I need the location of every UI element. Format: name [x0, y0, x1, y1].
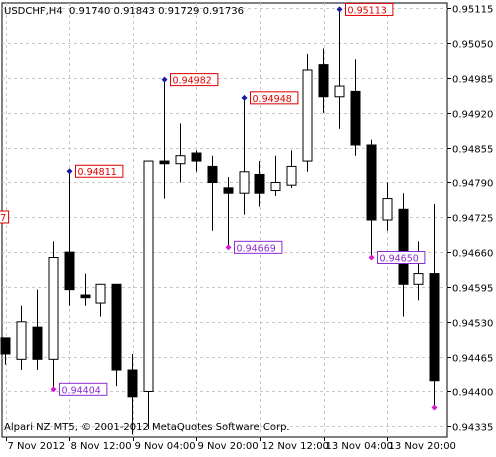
candle-body-bear: [350, 90, 361, 146]
high-marker: [336, 6, 343, 13]
candle-body-bear: [366, 144, 377, 221]
candle-body-bear: [127, 369, 138, 398]
high-marker: [66, 168, 73, 175]
candle-body-bull: [302, 69, 313, 162]
low-label: 0.94404: [62, 385, 101, 396]
low-marker: [431, 404, 438, 411]
high-label: 0.95113: [348, 5, 387, 16]
candle-body-bull: [239, 171, 250, 194]
high-label-box: [0, 210, 10, 224]
low-marker: [50, 386, 57, 393]
low-label-box: [234, 240, 283, 254]
candle-body-bear: [191, 152, 202, 162]
x-tick-label: 12 Nov 12:00: [262, 441, 329, 452]
x-tick-label: 7 Nov 2012: [8, 441, 66, 452]
candle-body-bull: [175, 155, 186, 165]
y-tick-label: 0.94465: [452, 354, 493, 365]
y-tick-label: 0.94725: [452, 214, 493, 225]
y-tick-label: 0.94855: [452, 145, 493, 156]
y-tick-label: 0.95115: [452, 5, 493, 16]
time-axis: 7 Nov 2012 8 Nov 12:00 9 Nov 04:00 9 Nov 20…: [6, 437, 456, 452]
high-label: 707: [0, 213, 6, 224]
candle-body-bear: [429, 273, 440, 382]
candle-body-bear: [254, 173, 265, 194]
high-label-box: [345, 2, 394, 16]
candle-body-bull: [270, 181, 281, 192]
candle-body-bull: [143, 160, 154, 392]
candle-body-bull: [334, 85, 345, 98]
watermark: Alpari NZ MT5, © 2001-2012 MetaQuotes So…: [4, 422, 290, 433]
x-tick-label: 13 Nov 20:00: [389, 441, 456, 452]
y-tick-label: 0.94335: [452, 423, 493, 434]
y-tick-label: 0.94595: [452, 284, 493, 295]
y-tick-label: 0.95050: [452, 40, 493, 51]
candle-body-bull: [95, 283, 106, 304]
x-tick-label: 13 Nov 04:00: [326, 441, 393, 452]
x-tick-label: 9 Nov 20:00: [198, 441, 259, 452]
low-label-box: [377, 251, 426, 265]
x-tick-label: 8 Nov 12:00: [71, 441, 132, 452]
high-label-box: [170, 73, 219, 87]
high-label: 0.94948: [253, 94, 292, 105]
high-marker: [161, 76, 168, 83]
low-marker: [368, 254, 375, 261]
candle-body-bear: [159, 160, 170, 165]
high-label-box: [75, 164, 124, 178]
high-label: 0.94811: [78, 167, 117, 178]
high-label: 0.94982: [173, 76, 212, 87]
low-label-box: [59, 382, 108, 396]
candle-body-bull: [16, 321, 27, 360]
low-marker: [225, 244, 232, 251]
candle-body-bull: [382, 198, 393, 221]
candles: [0, 9, 440, 435]
high-label-box: [250, 91, 299, 105]
candle-body-bull: [286, 165, 297, 186]
x-tick-label: 9 Nov 04:00: [135, 441, 196, 452]
price-axis: 0.95115 0.95050 0.94985 0.94920 0.94855 0.947…: [447, 5, 493, 434]
y-tick-label: 0.94660: [452, 249, 493, 260]
candle-body-bull: [48, 257, 59, 360]
y-tick-label: 0.94790: [452, 179, 493, 190]
candle-body-bear: [207, 165, 218, 183]
y-tick-label: 0.94400: [452, 388, 493, 399]
header-ohlc: 0.91740 0.91843 0.91729 0.91736: [69, 6, 244, 17]
candle-body-bear: [80, 294, 91, 299]
y-tick-label: 0.94985: [452, 75, 493, 86]
header-symbol: USDCHF,H4: [4, 6, 63, 17]
low-label: 0.94669: [237, 243, 276, 254]
candle-body-bull: [413, 273, 424, 285]
low-label: 0.94650: [380, 254, 419, 265]
y-tick-label: 0.94530: [452, 319, 493, 330]
candle-body-bear: [223, 187, 234, 194]
price-annotations: 0.94811 0.94982 0.94948 0.95113 0.94404 0.946…: [0, 2, 438, 411]
candle-body-bear: [318, 64, 329, 98]
candle-body-bear: [64, 251, 75, 291]
candle-body-bear: [111, 283, 122, 371]
high-marker: [241, 94, 248, 101]
candle-body-bear: [32, 326, 43, 360]
candle-body-bear: [0, 337, 11, 355]
y-tick-label: 0.94920: [452, 110, 493, 121]
candle-body-bear: [398, 208, 409, 285]
